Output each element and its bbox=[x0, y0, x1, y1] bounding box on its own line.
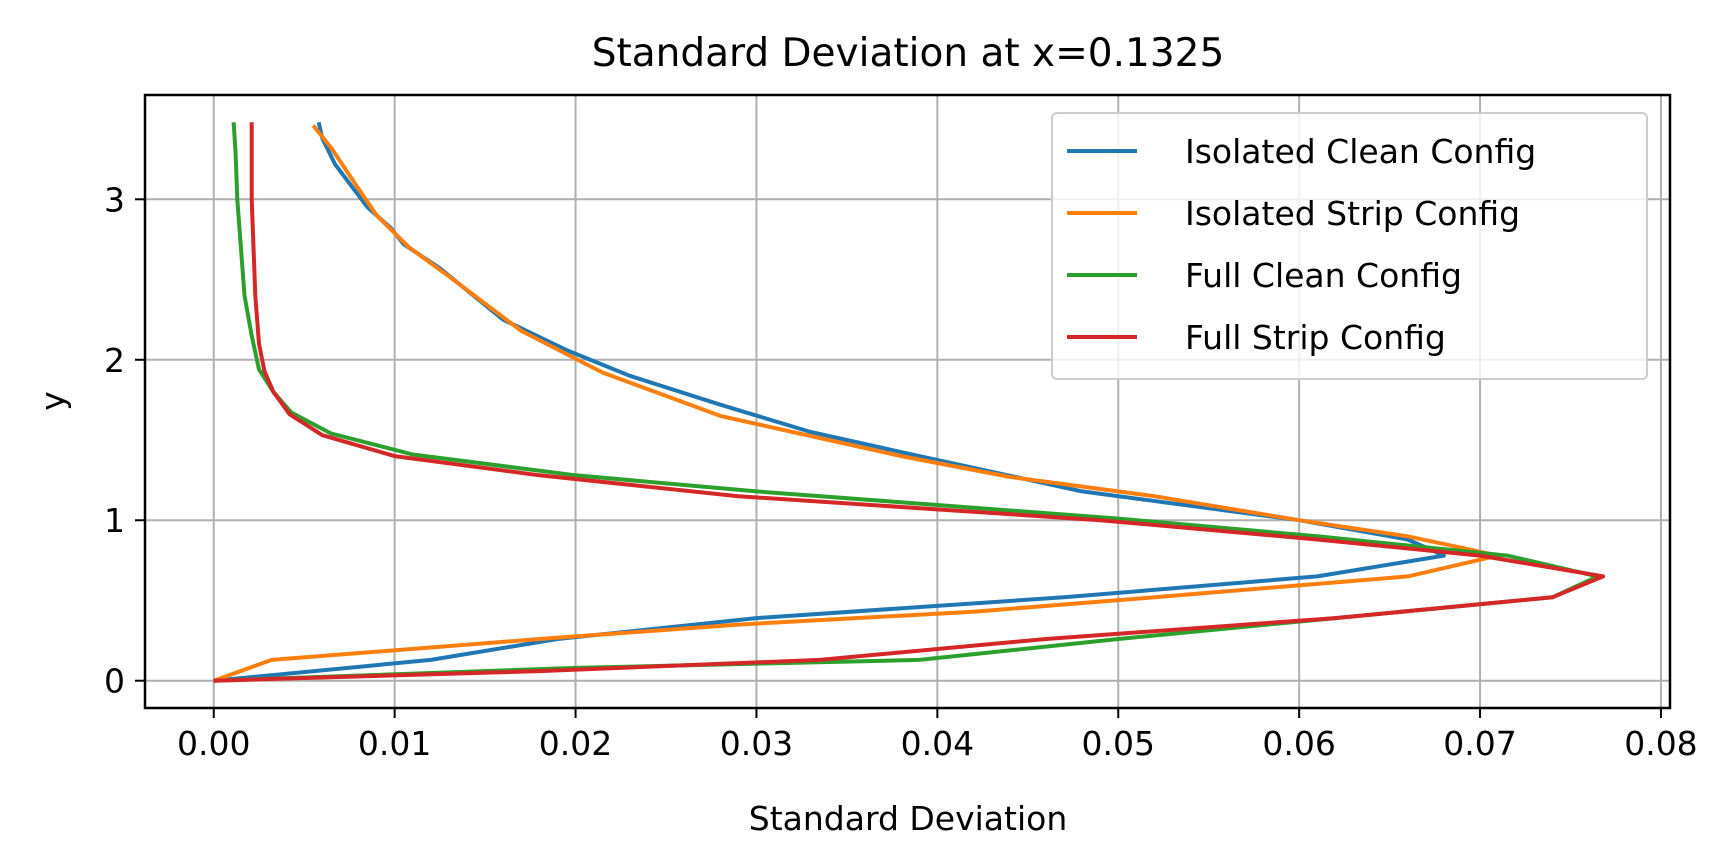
x-tick-label: 0.08 bbox=[1624, 724, 1697, 763]
plot-frame bbox=[143, 93, 1672, 710]
x-tick-label: 0.03 bbox=[720, 724, 793, 763]
y-tick-label: 3 bbox=[104, 180, 125, 219]
legend: Isolated Clean Config Isolated Strip Conf… bbox=[1051, 112, 1648, 380]
x-axis-label: Standard Deviation bbox=[749, 799, 1067, 838]
chart-title: Standard Deviation at x=0.1325 bbox=[592, 31, 1225, 76]
y-tick-label: 1 bbox=[104, 501, 125, 540]
x-tick-label: 0.00 bbox=[177, 724, 250, 763]
legend-label: Full Clean Config bbox=[1185, 256, 1462, 295]
x-tick-label: 0.05 bbox=[1082, 724, 1155, 763]
legend-label: Isolated Clean Config bbox=[1185, 132, 1536, 171]
x-axis-ticks: 0.00 0.01 0.02 0.03 0.04 0.05 0.06 0.07 0.08 bbox=[177, 708, 1698, 763]
series-line-full-strip-config bbox=[213, 122, 1606, 683]
series-layer bbox=[213, 121, 1606, 683]
x-tick-label: 0.01 bbox=[358, 724, 431, 763]
legend-label: Isolated Strip Config bbox=[1185, 194, 1520, 233]
legend-box bbox=[1051, 112, 1648, 380]
x-tick-label: 0.02 bbox=[539, 724, 612, 763]
y-axis-ticks: 0 1 2 3 bbox=[104, 180, 145, 701]
series-line-isolated-strip-config bbox=[213, 124, 1501, 683]
y-tick-label: 0 bbox=[104, 662, 125, 701]
x-tick-label: 0.07 bbox=[1443, 724, 1516, 763]
x-tick-label: 0.06 bbox=[1262, 724, 1335, 763]
legend-label: Full Strip Config bbox=[1185, 318, 1446, 357]
series-line-isolated-clean-config bbox=[213, 121, 1446, 683]
x-tick-label: 0.04 bbox=[901, 724, 974, 763]
y-axis-label: y bbox=[33, 391, 72, 411]
y-tick-label: 2 bbox=[104, 341, 125, 380]
